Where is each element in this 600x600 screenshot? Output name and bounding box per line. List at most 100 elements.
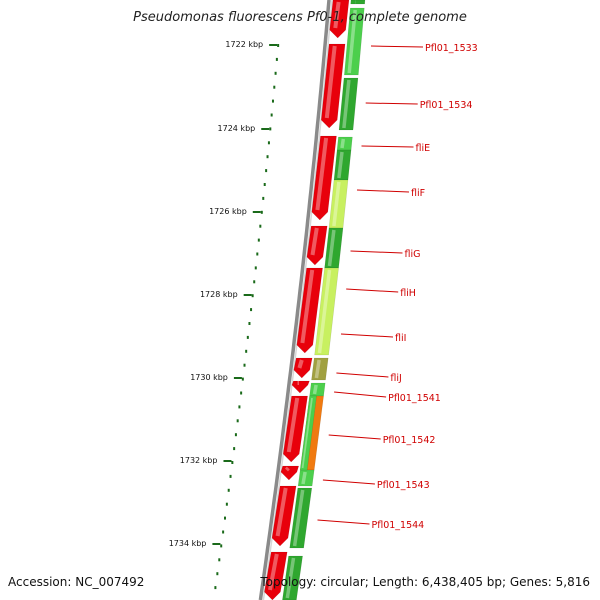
ruler-tick <box>260 210 263 214</box>
reverse-gene-arrow <box>293 357 313 379</box>
ruler-tick <box>216 572 219 576</box>
gene-label-leader <box>361 145 414 148</box>
ruler-tick <box>218 558 221 562</box>
ruler-tick <box>231 461 234 464</box>
gene-label-leader <box>340 333 394 338</box>
forward-gene-block <box>309 382 326 397</box>
forward-gene-block <box>299 395 317 471</box>
forward-gene-block <box>350 0 366 5</box>
ruler-tick <box>238 405 241 409</box>
reverse-gene-arrow-shine <box>275 487 288 537</box>
ruler-tick <box>227 488 230 492</box>
gene-label-leader <box>334 391 387 398</box>
genome-summary-text: Topology: circular; Length: 6,438,405 bp… <box>260 575 590 589</box>
reverse-gene-arrow-shine <box>297 359 304 369</box>
gene-label-flij: fliJ <box>390 373 401 384</box>
forward-gene-block <box>344 7 365 76</box>
reverse-gene-arrow-shine <box>285 466 290 472</box>
gene-label-leader <box>365 102 418 105</box>
reverse-gene-arrow-shine <box>268 553 279 591</box>
reverse-gene-arrow <box>291 380 310 394</box>
ruler-tick <box>250 308 253 312</box>
gene-label-leader <box>336 372 389 378</box>
forward-gene-block-shine <box>327 229 336 267</box>
ruler-major-tick <box>243 294 252 296</box>
forward-gene-block <box>289 487 313 549</box>
ruler-major-tick <box>212 543 221 545</box>
gene-label-leader <box>356 189 410 193</box>
gene-label-leader <box>370 45 424 48</box>
gene-label-leader <box>317 519 370 525</box>
ruler-major-tick <box>261 128 270 130</box>
gene-label-flie: fliE <box>416 143 431 154</box>
ruler-label: 1724 kbp <box>218 124 256 133</box>
gene-label-leader <box>328 434 381 440</box>
reverse-gene-arrow-shine <box>315 137 329 211</box>
gene-label-pfl01-1544: Pfl01_1544 <box>372 520 425 531</box>
forward-gene-block <box>336 136 353 151</box>
ruler-tick <box>274 71 277 75</box>
gene-label-pfl01-1542: Pfl01_1542 <box>383 435 436 446</box>
gene-label-pfl01-1534: Pfl01_1534 <box>420 100 473 111</box>
ruler-tick <box>222 530 225 534</box>
ruler-tick <box>233 447 236 451</box>
ruler-tick <box>236 419 239 423</box>
ruler-label: 1732 kbp <box>180 456 218 465</box>
gene-label-flig: fliG <box>405 249 421 260</box>
ruler-tick <box>262 196 265 200</box>
ruler-tick <box>257 238 260 242</box>
gene-label-leaders <box>317 45 424 525</box>
ruler-labels: 1722 kbp 1724 kbp 1726 kbp 1728 kbp 1730 kbp… <box>169 40 263 548</box>
gene-label-flih: fliH <box>400 288 416 299</box>
ruler-tick <box>223 516 226 520</box>
ruler-tick <box>263 183 266 186</box>
ruler-tick <box>220 544 223 548</box>
ruler-tick <box>266 155 269 159</box>
ruler-tick <box>214 586 217 590</box>
forward-gene-block-shine <box>314 359 321 379</box>
backbone-line <box>258 0 331 600</box>
ruler-major-tick <box>223 460 232 462</box>
ruler-tick <box>273 85 276 89</box>
forward-gene-block <box>297 469 315 487</box>
gene-label-pfl01-1543: Pfl01_1543 <box>377 480 430 491</box>
reverse-gene-arrow <box>271 485 297 547</box>
ruler-tick <box>229 474 232 478</box>
reverse-gene-arrow-shine <box>324 45 337 119</box>
gene-label-flii: fliI <box>395 333 406 344</box>
forward-gene-block-shine <box>340 138 346 149</box>
reverse-gene-arrow-shine <box>300 269 315 344</box>
forward-gene-block <box>314 267 339 356</box>
forward-gene-block <box>282 555 303 600</box>
reverse-gene-arrow <box>320 43 346 129</box>
forward-gene-block <box>311 357 329 381</box>
ruler-tick <box>277 44 280 47</box>
forward-gene-block-shine <box>342 79 351 129</box>
ruler-tick <box>251 294 254 298</box>
reverse-gene-arrow <box>282 395 308 463</box>
forward-gene-block-shine <box>312 384 318 395</box>
map-title: Pseudomonas fluorescens Pf0-1, complete … <box>133 10 467 25</box>
ruler-tick <box>240 391 243 395</box>
reverse-gene-arrow <box>329 0 350 39</box>
reverse-strand-genes <box>264 0 350 600</box>
ruler-tick <box>248 322 251 325</box>
ruler-tick <box>259 224 262 228</box>
backbone-highlight <box>262 0 333 600</box>
genome-backbone <box>258 0 333 600</box>
ruler-major-tick <box>252 211 261 213</box>
reverse-gene-arrow <box>280 465 300 481</box>
reverse-gene-arrow <box>296 267 323 354</box>
gene-label-flif: fliF <box>411 188 425 199</box>
ruler-tick <box>241 377 244 381</box>
gene-labels: Pfl01_1533 Pfl01_1534 fliE fliF fliG fliH fliI… <box>372 43 478 531</box>
ruler-tick <box>269 127 272 131</box>
accession-text: Accession: NC_007492 <box>8 575 145 589</box>
ruler-major-tick <box>269 44 278 46</box>
forward-gene-block <box>338 77 359 131</box>
ruler-tick <box>271 99 274 103</box>
ruler-tick <box>254 266 257 270</box>
reverse-gene-arrow <box>264 551 288 600</box>
forward-strand-genes <box>282 0 366 600</box>
